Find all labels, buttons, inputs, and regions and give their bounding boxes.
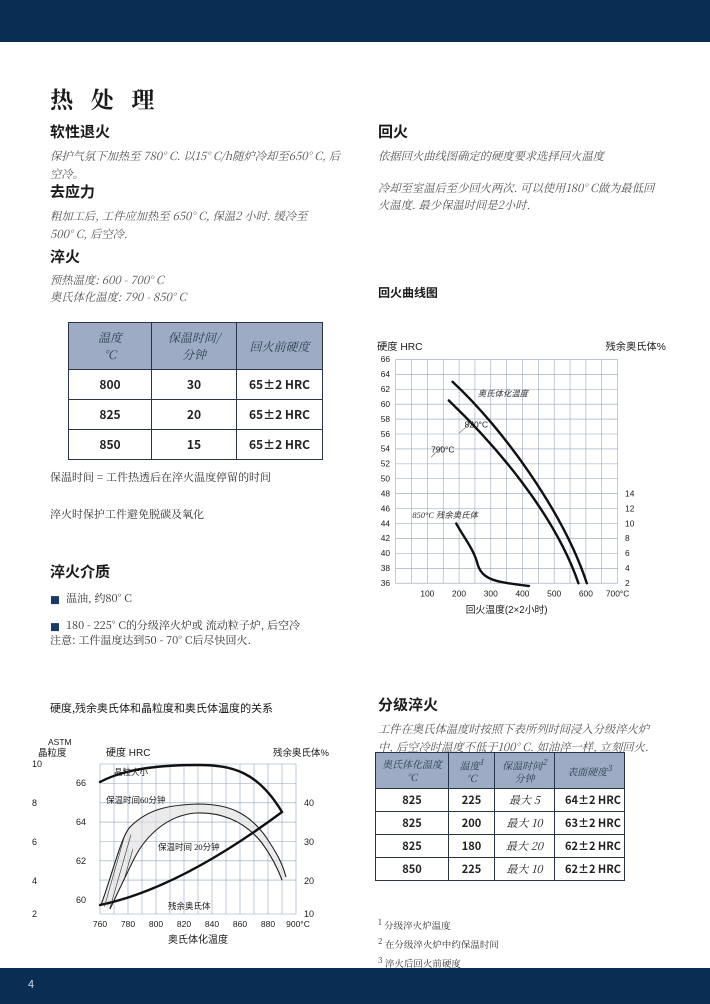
svg-text:10: 10 [32,759,42,769]
svg-text:300: 300 [484,588,498,598]
svg-text:保温时间60分钟: 保温时间60分钟 [106,795,166,805]
svg-text:700°C: 700°C [606,588,629,598]
svg-text:硬度 HRC: 硬度 HRC [106,746,150,759]
svg-text:62: 62 [381,384,391,394]
svg-text:2: 2 [625,578,630,588]
svg-text:4: 4 [32,876,37,886]
svg-text:760: 760 [93,919,107,929]
svg-text:40: 40 [304,798,314,808]
svg-text:保温时间 20分钟: 保温时间 20分钟 [158,842,220,852]
svg-text:600: 600 [579,588,593,598]
svg-text:500: 500 [547,588,561,598]
svg-text:4: 4 [625,563,630,573]
svg-text:52: 52 [381,459,391,469]
svg-text:20: 20 [304,876,314,886]
svg-text:820°C: 820°C [465,419,488,429]
svg-text:64: 64 [76,817,86,827]
svg-text:200: 200 [452,588,466,598]
svg-text:880: 880 [261,919,275,929]
svg-text:10: 10 [304,909,314,919]
svg-text:36: 36 [381,578,391,588]
svg-text:42: 42 [381,533,391,543]
svg-text:790°C: 790°C [431,445,454,455]
svg-text:14: 14 [625,488,635,498]
svg-text:12: 12 [625,503,635,513]
svg-text:100: 100 [420,588,434,598]
svg-text:回火温度(2×2小时): 回火温度(2×2小时) [466,603,548,616]
svg-text:残余奥氏体: 残余奥氏体 [168,901,211,911]
svg-text:56: 56 [381,429,391,439]
svg-text:40: 40 [381,548,391,558]
svg-text:900°C: 900°C [286,919,310,929]
svg-text:晶粒度: 晶粒度 [38,747,67,759]
svg-text:400: 400 [515,588,529,598]
svg-text:残余奥氏体%: 残余奥氏体% [605,340,665,353]
svg-text:6: 6 [625,548,630,558]
svg-text:54: 54 [381,444,391,454]
svg-text:48: 48 [381,488,391,498]
svg-text:60: 60 [381,399,391,409]
svg-text:8: 8 [625,533,630,543]
svg-text:奥氏体化温度: 奥氏体化温度 [478,389,530,399]
svg-text:50: 50 [381,474,391,484]
svg-text:ASTM: ASTM [48,737,72,747]
svg-text:64: 64 [381,369,391,379]
svg-text:8: 8 [32,798,37,808]
svg-text:780: 780 [121,919,135,929]
svg-text:38: 38 [381,563,391,573]
svg-text:62: 62 [76,856,86,866]
svg-text:66: 66 [76,778,86,788]
svg-text:30: 30 [304,837,314,847]
svg-text:46: 46 [381,503,391,513]
svg-text:60: 60 [76,895,86,905]
svg-text:820: 820 [177,919,191,929]
svg-text:2: 2 [32,909,37,919]
svg-text:800: 800 [149,919,163,929]
svg-text:66: 66 [381,354,391,364]
svg-text:44: 44 [381,518,391,528]
svg-text:奥氏体化温度: 奥氏体化温度 [168,933,228,946]
svg-text:硬度 HRC: 硬度 HRC [377,340,423,353]
svg-text:850°C 残余奥氏体: 850°C 残余奥氏体 [412,510,479,520]
svg-text:6: 6 [32,837,37,847]
svg-text:残余奥氏体%: 残余奥氏体% [273,747,330,759]
svg-text:58: 58 [381,414,391,424]
svg-text:840: 840 [205,919,219,929]
svg-text:晶粒大小: 晶粒大小 [114,767,149,777]
svg-text:860: 860 [233,919,247,929]
svg-text:10: 10 [625,518,635,528]
